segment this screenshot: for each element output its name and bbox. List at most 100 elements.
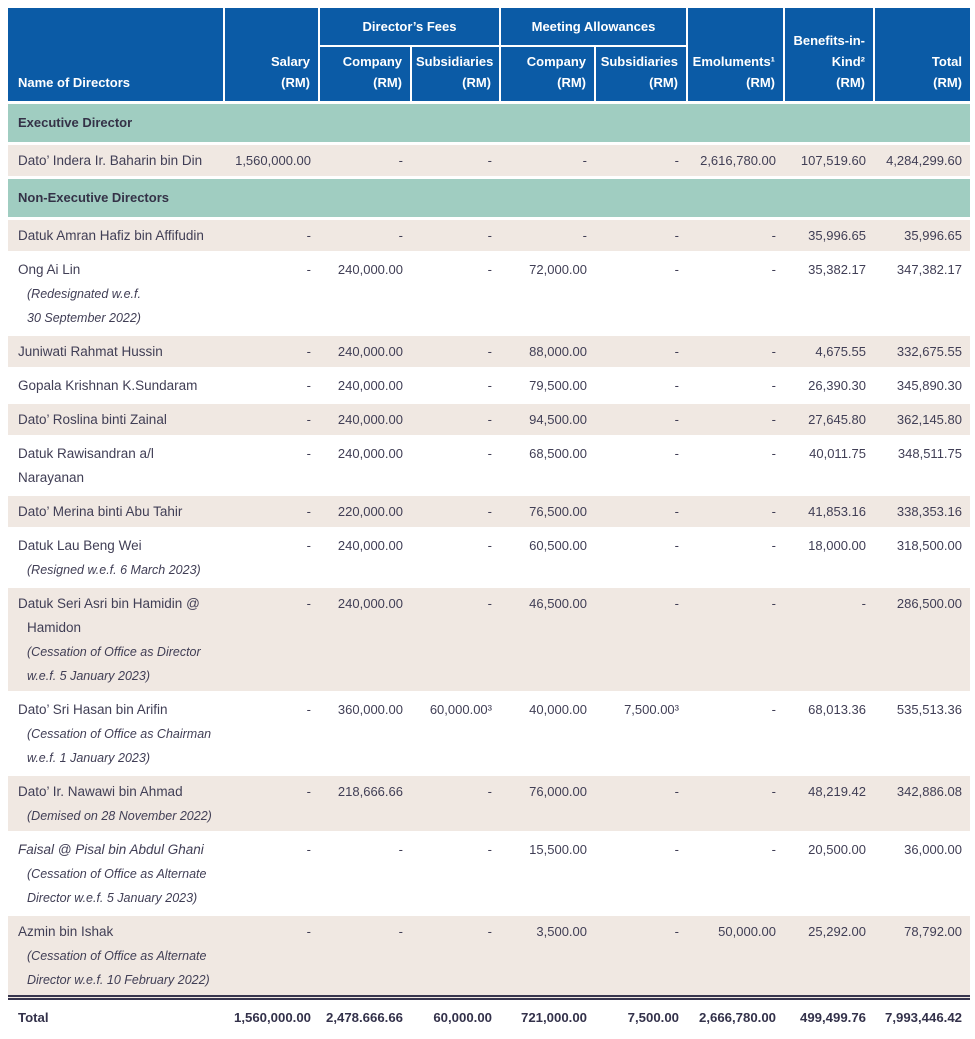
value-cell: -: [595, 774, 687, 834]
value-cell: 2,616,780.00: [687, 143, 784, 179]
col-header-name: Name of Directors: [8, 8, 224, 104]
director-note: Director w.e.f. 5 January 2023): [27, 891, 198, 905]
value-cell: -: [500, 143, 595, 179]
value-cell: -: [319, 218, 411, 254]
value-cell: -: [411, 914, 500, 999]
col-header-benefits-in-kind: Benefits-in- Kind² (RM): [783, 8, 874, 104]
total-row: Total 1,560,000.00 2,478.666.66 60,000.0…: [8, 995, 970, 1033]
value-cell: -: [411, 368, 500, 404]
value-cell: 240,000.00: [319, 586, 411, 694]
value-cell: 72,000.00: [500, 252, 595, 336]
value-cell: 78,792.00: [874, 914, 970, 999]
value-cell: 79,500.00: [500, 368, 595, 404]
value-cell: 35,382.17: [784, 252, 874, 336]
value-cell: -: [687, 832, 784, 916]
value-cell: -: [224, 334, 319, 370]
value-cell: 46,500.00: [500, 586, 595, 694]
value-cell: -: [224, 402, 319, 438]
total-label: Total: [8, 995, 224, 1033]
director-name-cell: Datuk Amran Hafiz bin Affifudin: [8, 218, 224, 254]
value-cell: 60,500.00: [500, 528, 595, 588]
director-row: Datuk Seri Asri bin Hamidin @ Hamidon (Ces…: [8, 586, 970, 694]
value-cell: -: [595, 436, 687, 496]
col-header-salary: Salary (RM): [223, 8, 319, 104]
col-header-total: Total (RM): [873, 8, 970, 104]
value-cell: 220,000.00: [319, 494, 411, 530]
header-line: Salary: [270, 54, 310, 69]
total-allowances-company: 721,000.00: [500, 995, 595, 1033]
director-name-cell: Dato’ Sri Hasan bin Arifin (Cessation of …: [8, 692, 224, 776]
value-cell: -: [319, 832, 411, 916]
header-line: (RM): [746, 75, 775, 90]
table-header: Name of Directors Salary (RM) Director’s…: [8, 8, 970, 104]
value-cell: -: [411, 832, 500, 916]
director-name-cell: Dato’ Ir. Nawawi bin Ahmad (Demised on 28…: [8, 774, 224, 834]
header-line: (RM): [281, 75, 310, 90]
col-header-emoluments: Emoluments¹ (RM): [686, 8, 784, 104]
value-cell: -: [224, 218, 319, 254]
value-cell: 348,511.75: [874, 436, 970, 496]
value-cell: -: [411, 774, 500, 834]
total-fees-company: 2,478.666.66: [319, 995, 411, 1033]
director-name: Ong Ai Lin: [18, 262, 81, 277]
header-line: Company: [526, 54, 586, 69]
value-cell: 76,000.00: [500, 774, 595, 834]
header-line: (RM): [462, 75, 491, 90]
total-grand: 7,993,446.42: [874, 995, 970, 1033]
director-name-cell: Azmin bin Ishak (Cessation of Office as A…: [8, 914, 224, 999]
value-cell: -: [687, 774, 784, 834]
value-cell: 36,000.00: [874, 832, 970, 916]
value-cell: 4,284,299.60: [874, 143, 970, 179]
director-note: (Cessation of Office as Director: [27, 645, 201, 659]
header-line: Total: [931, 54, 962, 69]
director-row: Dato’ Ir. Nawawi bin Ahmad (Demised on 28…: [8, 774, 970, 834]
value-cell: 41,853.16: [784, 494, 874, 530]
director-name-cell: Juniwati Rahmat Hussin: [8, 334, 224, 370]
director-row: Dato’ Sri Hasan bin Arifin (Cessation of …: [8, 692, 970, 776]
value-cell: 318,500.00: [874, 528, 970, 588]
director-row: Datuk Rawisandran a/l Narayanan -240,000.…: [8, 436, 970, 496]
value-cell: -: [224, 692, 319, 776]
value-cell: -: [224, 494, 319, 530]
value-cell: -: [687, 692, 784, 776]
director-name: Faisal @ Pisal bin Abdul Ghani: [18, 842, 204, 857]
value-cell: -: [224, 832, 319, 916]
value-cell: -: [319, 914, 411, 999]
director-note: w.e.f. 1 January 2023): [27, 751, 150, 765]
value-cell: 338,353.16: [874, 494, 970, 530]
value-cell: -: [224, 774, 319, 834]
director-name-cell: Dato’ Merina binti Abu Tahir: [8, 494, 224, 530]
value-cell: -: [411, 436, 500, 496]
director-row: Gopala Krishnan K.Sundaram -240,000.00-79…: [8, 368, 970, 404]
value-cell: -: [595, 494, 687, 530]
director-row: Azmin bin Ishak (Cessation of Office as A…: [8, 914, 970, 999]
value-cell: 240,000.00: [319, 334, 411, 370]
header-line: (RM): [933, 75, 962, 90]
director-row: Datuk Lau Beng Wei (Resigned w.e.f. 6 Mar…: [8, 528, 970, 588]
director-name: Dato’ Indera Ir. Baharin bin Din: [18, 153, 203, 168]
value-cell: -: [687, 586, 784, 694]
value-cell: -: [595, 334, 687, 370]
value-cell: 342,886.08: [874, 774, 970, 834]
value-cell: 68,013.36: [784, 692, 874, 776]
director-note: (Demised on 28 November 2022): [27, 809, 212, 823]
value-cell: 68,500.00: [500, 436, 595, 496]
section-title: Non-Executive Directors: [8, 177, 970, 220]
table-body: Executive Director Dato’ Indera Ir. Bahar…: [8, 102, 970, 999]
director-name-cell: Faisal @ Pisal bin Abdul Ghani (Cessation…: [8, 832, 224, 916]
col-group-directors-fees: Director’s Fees: [318, 8, 500, 47]
value-cell: 240,000.00: [319, 252, 411, 336]
director-name: Datuk Seri Asri bin Hamidin @: [18, 596, 200, 611]
value-cell: -: [595, 402, 687, 438]
header-line: Kind²: [831, 54, 865, 69]
value-cell: 88,000.00: [500, 334, 595, 370]
director-name: Azmin bin Ishak: [18, 924, 114, 939]
value-cell: -: [687, 368, 784, 404]
value-cell: 240,000.00: [319, 528, 411, 588]
director-row: Ong Ai Lin (Redesignated w.e.f. 30 Septemb…: [8, 252, 970, 336]
header-row-subcolumns: Company (RM) Subsidiaries (RM) Company (…: [8, 46, 970, 104]
total-salary: 1,560,000.00: [224, 995, 319, 1033]
remuneration-table: Name of Directors Salary (RM) Director’s…: [8, 8, 970, 1033]
col-header-fees-company: Company (RM): [318, 46, 411, 104]
